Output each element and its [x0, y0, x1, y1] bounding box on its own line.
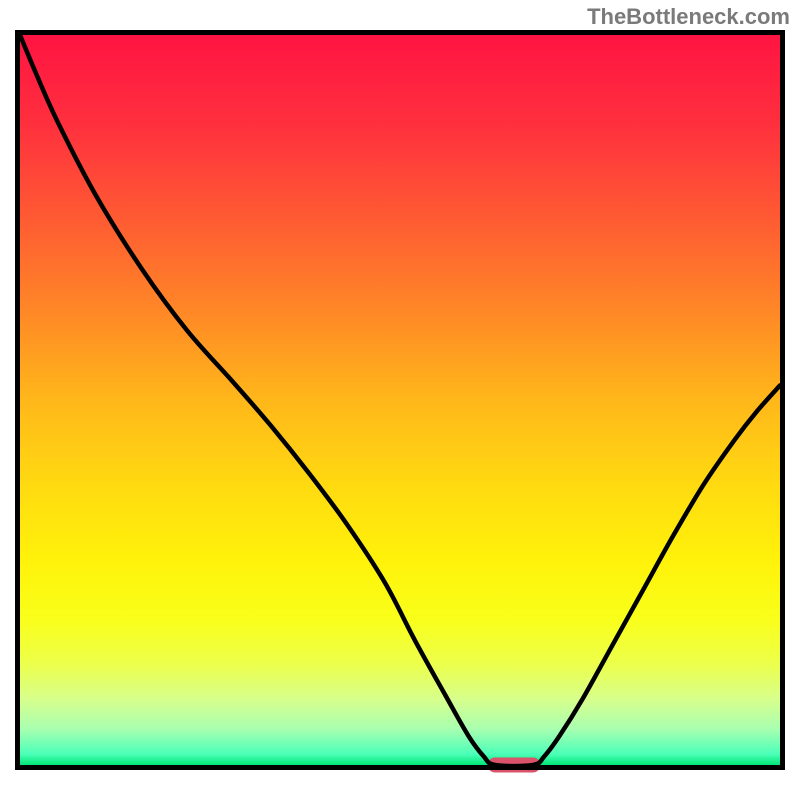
attribution-text: TheBottleneck.com	[587, 4, 790, 30]
chart-container: { "attribution": { "text": "TheBottlenec…	[0, 0, 800, 800]
plot-background	[20, 35, 780, 765]
bottleneck-chart	[0, 0, 800, 800]
